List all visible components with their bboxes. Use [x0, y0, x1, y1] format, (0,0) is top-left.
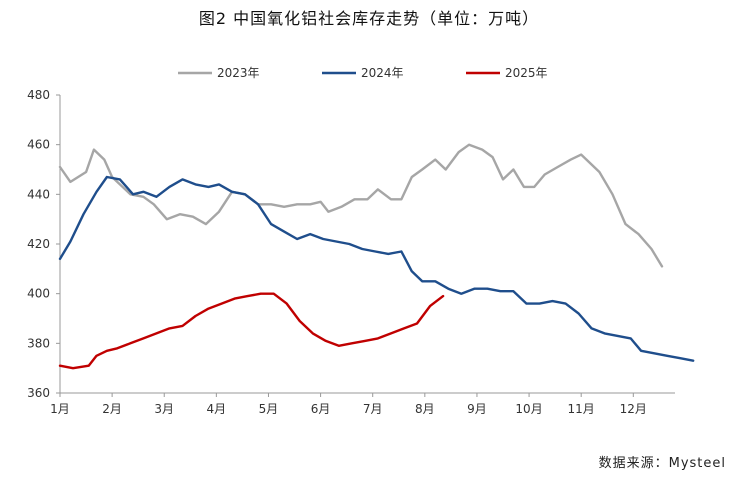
y-tick-label: 440: [27, 187, 50, 201]
legend: 2023年 2024年 2025年: [178, 66, 548, 80]
series-line-1: [58, 175, 695, 362]
x-tick-label: 4月: [207, 402, 227, 416]
y-tick-label: 400: [27, 287, 50, 301]
x-tick-label: 2月: [102, 402, 122, 416]
x-tick-label: 5月: [259, 402, 279, 416]
y-tick-label: 420: [27, 237, 50, 251]
x-tick-label: 9月: [467, 402, 487, 416]
x-axis: 1月 2月 3月 4月 5月 6月 7月 8月 9月 10月 11月 12月: [50, 392, 675, 416]
legend-label: 2023年: [217, 66, 260, 80]
y-tick-label: 380: [27, 336, 50, 350]
x-tick-label: 3月: [154, 402, 174, 416]
y-tick-label: 360: [27, 386, 50, 400]
x-tick-label: 7月: [363, 402, 383, 416]
x-tick-label: 11月: [568, 402, 595, 416]
data-source: 数据来源：Mysteel: [598, 456, 726, 471]
x-tick-label: 6月: [311, 402, 331, 416]
y-axis: 360 380 400 420 440 460 480: [27, 88, 61, 400]
legend-label: 2024年: [361, 66, 404, 80]
y-tick-label: 460: [27, 138, 50, 152]
x-tick-label: 10月: [515, 402, 542, 416]
x-tick-label: 12月: [620, 402, 647, 416]
legend-label: 2025年: [505, 66, 548, 80]
series-line-0: [58, 143, 664, 268]
series-group: [58, 143, 695, 370]
x-tick-label: 8月: [415, 402, 435, 416]
y-tick-label: 480: [27, 88, 50, 102]
series-line-2: [58, 292, 445, 370]
x-tick-label: 1月: [50, 402, 70, 416]
chart-title: 图2 中国氧化铝社会库存走势（单位：万吨）: [198, 9, 540, 28]
